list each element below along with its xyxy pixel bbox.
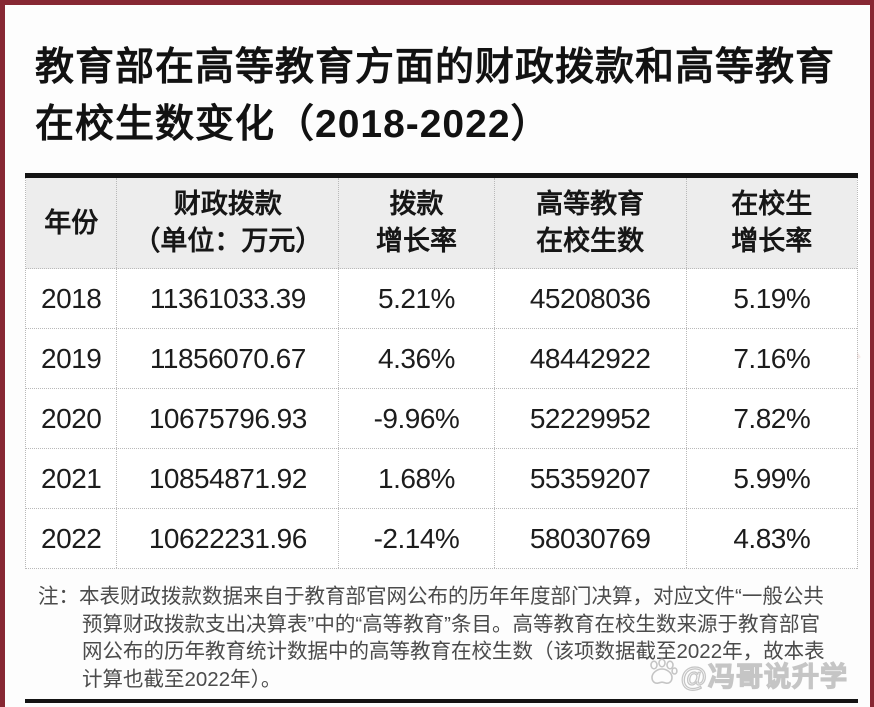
- appropriation-growth-cell: 5.21%: [378, 282, 455, 314]
- table-row: 2022 10622231.96 -2.14% 58030769 4.83%: [26, 509, 857, 569]
- enrollment-growth-cell: 7.82%: [733, 402, 811, 434]
- header-cell-year: 年份: [26, 178, 118, 268]
- header-cell-enrollment-growth: 在校生 增长率: [731, 189, 813, 256]
- enrollment-growth-cell: 5.99%: [733, 462, 811, 494]
- table-bottom-rule: [25, 699, 858, 703]
- year-cell: 2021: [41, 462, 102, 494]
- author-handle: @冯哥说升学: [680, 661, 848, 692]
- appropriation-cell: 11856070.67: [149, 342, 306, 374]
- author-watermark: @冯哥说升学: [646, 655, 848, 694]
- data-table: 年份 财政拨款 （单位：万元） 拨款 增长率 高等教育 在校生数 在校生: [25, 173, 858, 569]
- enrollment-cell: 48442922: [529, 342, 651, 374]
- year-cell: 2018: [41, 282, 102, 314]
- year-cell: 2022: [41, 522, 102, 554]
- appropriation-growth-cell: -9.96%: [373, 402, 460, 434]
- table-row: 2021 10854871.92 1.68% 55359207 5.99%: [26, 449, 857, 509]
- enrollment-growth-cell: 7.16%: [733, 342, 811, 374]
- appropriation-growth-cell: 1.68%: [378, 462, 455, 494]
- header-cell-enrollment: 高等教育 在校生数: [495, 178, 687, 268]
- footnote-label: 注：: [38, 585, 79, 608]
- appropriation-cell: 10854871.92: [148, 462, 308, 494]
- table-row: 2019 11856070.67 4.36% 48442922 7.16%: [26, 329, 857, 389]
- appropriation-growth-cell: -2.14%: [373, 522, 460, 554]
- footnote: 注：本表财政拨款数据来自于教育部官网公布的历年年度部门决算，对应文件“一般公共预…: [38, 583, 840, 693]
- appropriation-cell: 11361033.39: [149, 282, 306, 314]
- enrollment-growth-cell: 4.83%: [733, 522, 811, 554]
- table-row: 2018 11361033.39 5.21% 45208036 5.19%: [26, 269, 857, 329]
- page-title-line-2: 在校生数变化（2018-2022）: [35, 103, 551, 146]
- enrollment-cell: 55359207: [529, 462, 651, 494]
- table-row: 2020 10675796.93 -9.96% 52229952 7.82%: [26, 389, 857, 449]
- footnote-text: 本表财政拨款数据来自于教育部官网公布的历年年度部门决算，对应文件“一般公共预算财…: [79, 585, 825, 691]
- appropriation-growth-cell: 4.36%: [378, 342, 455, 374]
- page-title: 教育部在高等教育方面的财政拨款和高等教育 在校生数变化（2018-2022）: [35, 39, 851, 153]
- table-header-row: 年份 财政拨款 （单位：万元） 拨款 增长率 高等教育 在校生数 在校生: [26, 178, 857, 269]
- enrollment-growth-cell: 5.19%: [733, 282, 811, 314]
- page-title-line-1: 教育部在高等教育方面的财政拨款和高等教育: [35, 46, 836, 89]
- appropriation-cell: 10675796.93: [148, 402, 308, 434]
- year-cell: 2019: [41, 342, 102, 374]
- enrollment-cell: 58030769: [529, 522, 651, 554]
- enrollment-cell: 52229952: [529, 402, 651, 434]
- table-top-rule: [25, 173, 858, 178]
- year-cell: 2020: [41, 402, 102, 434]
- paw-icon: [646, 658, 678, 691]
- appropriation-cell: 10622231.96: [148, 522, 308, 554]
- header-cell-appropriation-growth: 拨款 增长率: [339, 178, 495, 268]
- header-cell-appropriation: 财政拨款 （单位：万元）: [117, 178, 340, 268]
- enrollment-cell: 45208036: [529, 282, 651, 314]
